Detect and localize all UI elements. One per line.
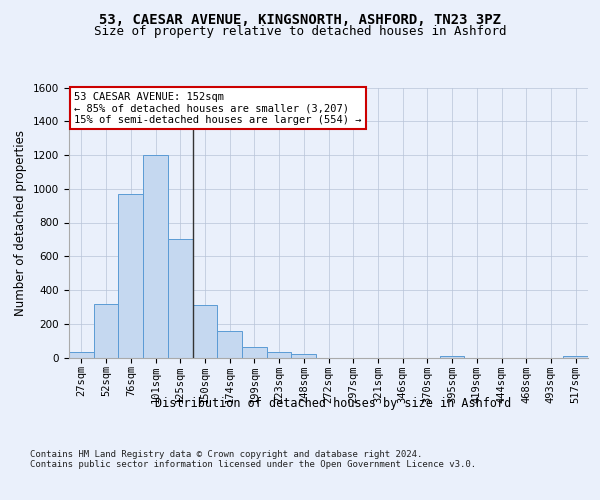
- Bar: [267, 352, 292, 358]
- Bar: [292, 354, 316, 358]
- Bar: [69, 352, 94, 358]
- Text: Size of property relative to detached houses in Ashford: Size of property relative to detached ho…: [94, 25, 506, 38]
- Bar: [94, 304, 118, 358]
- Bar: [563, 356, 588, 358]
- Text: 53, CAESAR AVENUE, KINGSNORTH, ASHFORD, TN23 3PZ: 53, CAESAR AVENUE, KINGSNORTH, ASHFORD, …: [99, 12, 501, 26]
- Bar: [217, 332, 242, 357]
- Bar: [242, 346, 267, 358]
- Text: 53 CAESAR AVENUE: 152sqm
← 85% of detached houses are smaller (3,207)
15% of sem: 53 CAESAR AVENUE: 152sqm ← 85% of detach…: [74, 92, 362, 124]
- Bar: [168, 240, 193, 358]
- Bar: [193, 305, 217, 358]
- Bar: [440, 356, 464, 358]
- Y-axis label: Number of detached properties: Number of detached properties: [14, 130, 28, 316]
- Text: Distribution of detached houses by size in Ashford: Distribution of detached houses by size …: [155, 398, 511, 410]
- Bar: [118, 194, 143, 358]
- Text: Contains HM Land Registry data © Crown copyright and database right 2024.
Contai: Contains HM Land Registry data © Crown c…: [30, 450, 476, 469]
- Bar: [143, 155, 168, 358]
